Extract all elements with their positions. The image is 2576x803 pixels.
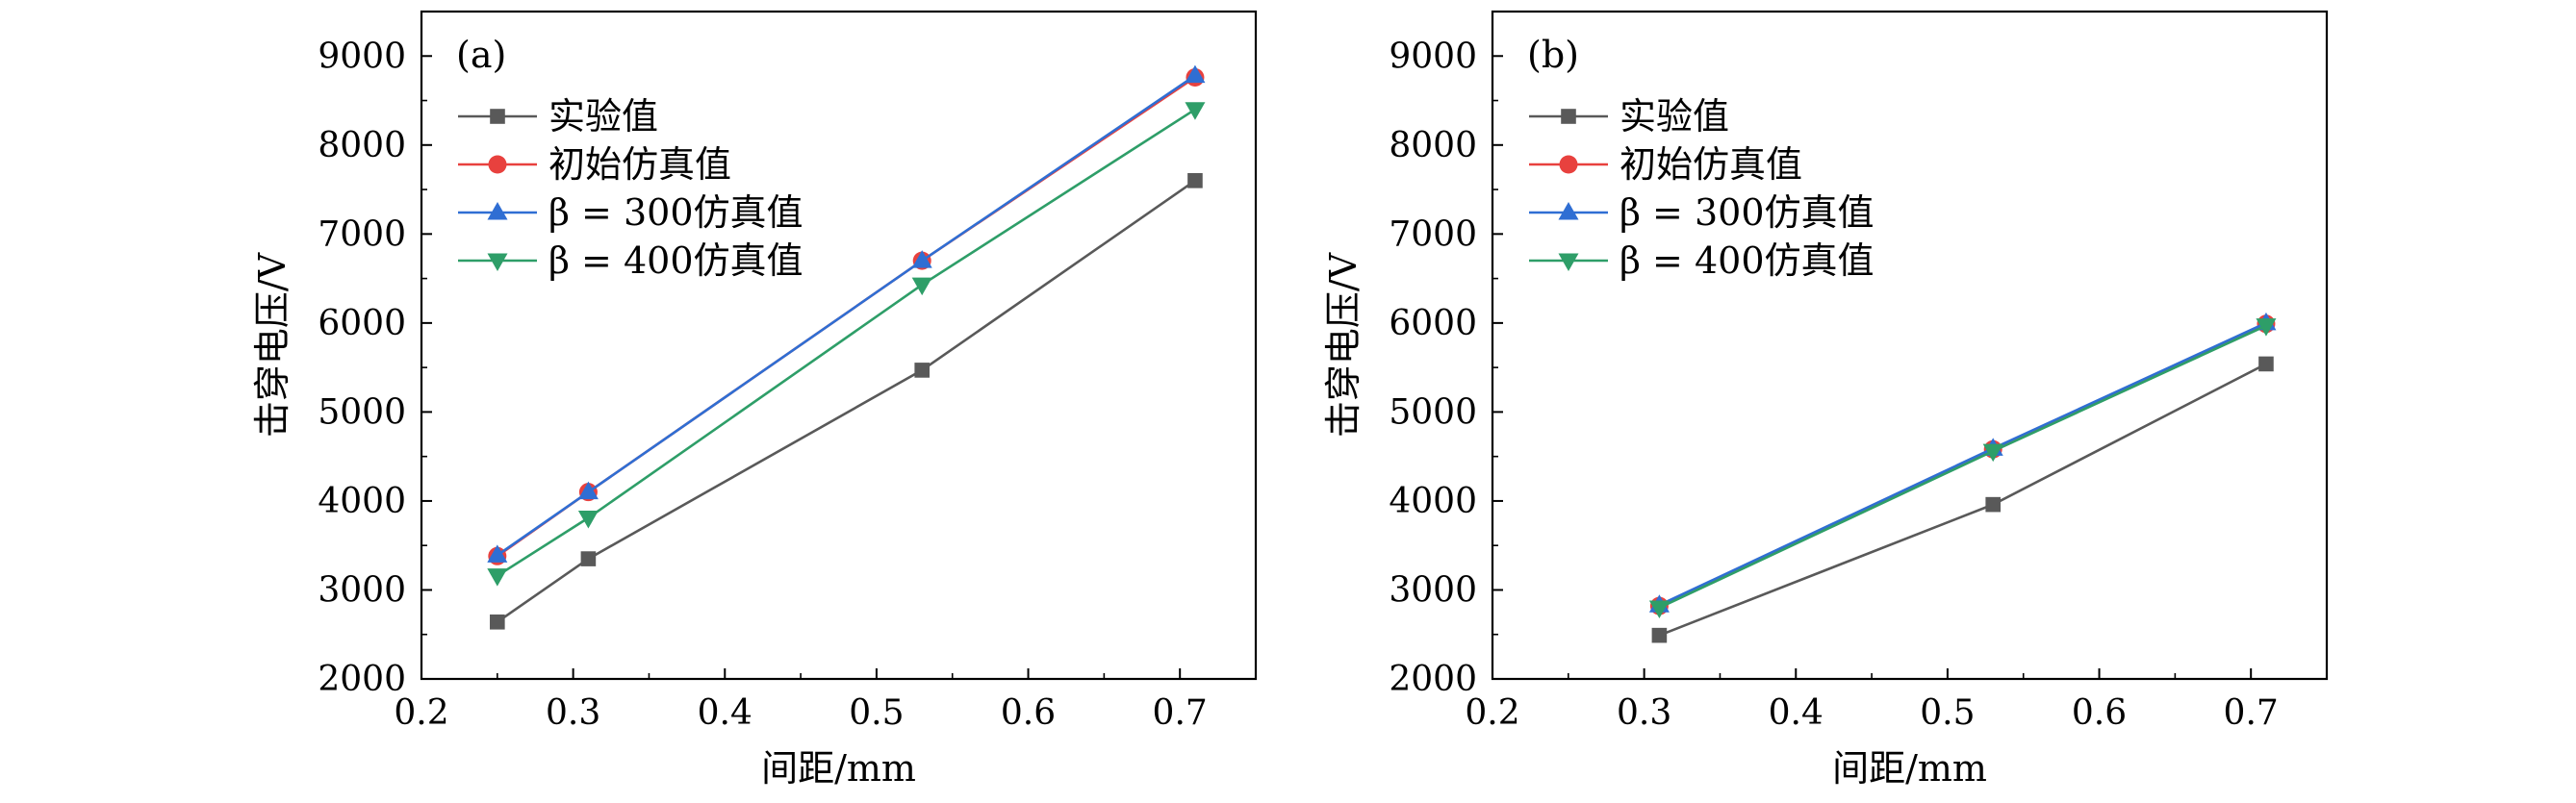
x-tick-label: 0.4 — [1769, 693, 1824, 733]
x-axis-label: 间距/mm — [761, 747, 916, 790]
data-point — [580, 551, 597, 566]
series-0 — [490, 173, 1203, 630]
legend-marker — [488, 155, 507, 174]
legend-marker — [1561, 109, 1576, 124]
series-line — [1658, 324, 2267, 610]
y-tick-label: 8000 — [1389, 126, 1477, 165]
y-tick-label: 6000 — [318, 304, 406, 343]
data-point — [1185, 64, 1206, 84]
data-point — [1185, 102, 1206, 120]
x-axis-label: 间距/mm — [1832, 747, 1987, 790]
series-3 — [1648, 318, 2277, 618]
legend-marker — [1559, 155, 1578, 174]
y-tick-label: 7000 — [1389, 214, 1477, 254]
y-tick-label: 4000 — [1389, 482, 1477, 521]
data-point — [911, 277, 932, 296]
y-tick-label: 3000 — [318, 570, 406, 610]
x-tick-label: 0.4 — [698, 693, 752, 733]
data-point — [487, 568, 508, 587]
x-tick-label: 0.2 — [394, 693, 448, 733]
legend-marker — [1558, 202, 1579, 220]
x-tick-label: 0.6 — [2072, 693, 2127, 733]
legend-label: β = 300仿真值 — [548, 191, 803, 234]
y-axis-label: 击穿电压/V — [1322, 252, 1365, 438]
y-tick-label: 8000 — [318, 126, 406, 165]
series-line — [497, 179, 1196, 623]
series-line — [1658, 363, 2267, 637]
y-tick-label: 3000 — [1389, 570, 1477, 610]
chart-panel-b: 0.2 0.3 0.4 0.5 0.6 0.7 2000 3000 4000 5000 6000 70… — [1322, 10, 2329, 790]
data-point — [1648, 600, 1670, 618]
x-tick-label: 0.7 — [1153, 693, 1208, 733]
y-tick-label: 5000 — [318, 392, 406, 432]
legend-marker — [1558, 253, 1579, 271]
legend-label: β = 300仿真值 — [1620, 191, 1875, 234]
plot-frame — [420, 10, 1258, 681]
y-tick-label: 2000 — [318, 660, 406, 699]
legend-label: 实验值 — [548, 95, 658, 138]
x-tick-label: 0.5 — [1920, 693, 1975, 733]
x-tick-label: 0.3 — [546, 693, 600, 733]
data-point — [577, 511, 599, 529]
panel-label: (b) — [1527, 34, 1579, 76]
legend-label: 实验值 — [1620, 95, 1729, 138]
y-tick-label: 4000 — [318, 482, 406, 521]
plot-frame — [1491, 10, 2329, 681]
y-tick-label: 9000 — [318, 37, 406, 76]
data-point — [914, 363, 930, 378]
data-point — [1651, 627, 1668, 643]
data-point — [911, 250, 932, 268]
data-point — [1982, 443, 2003, 463]
series-0 — [1651, 356, 2274, 643]
y-axis-label: 击穿电压/V — [251, 252, 293, 438]
x-tick-label: 0.5 — [849, 693, 904, 733]
data-point — [2258, 356, 2274, 372]
y-tick-label: 5000 — [1389, 392, 1477, 432]
y-tick-label: 7000 — [318, 214, 406, 254]
x-tick-label: 0.7 — [2224, 693, 2279, 733]
legend-label: β = 400仿真值 — [1620, 239, 1875, 282]
x-tick-label: 0.6 — [1001, 693, 1056, 733]
data-point — [490, 614, 505, 630]
legend-label: β = 400仿真值 — [548, 239, 803, 282]
legend-label: 初始仿真值 — [548, 143, 731, 186]
series-line — [497, 74, 1196, 557]
panel-label: (a) — [456, 34, 506, 76]
data-point — [2256, 318, 2277, 337]
series-2 — [487, 64, 1206, 563]
data-point — [1985, 496, 2001, 513]
legend-marker — [487, 253, 508, 271]
x-tick-label: 0.3 — [1617, 693, 1671, 733]
y-tick-label: 9000 — [1389, 37, 1477, 76]
data-point — [577, 481, 599, 500]
chart-panel-a: 0.2 0.3 0.4 0.5 0.6 0.7 2000 3000 4000 5000 6000 70… — [251, 10, 1258, 790]
series-line — [497, 108, 1196, 577]
legend-marker — [487, 202, 508, 220]
data-point — [487, 544, 508, 563]
legend-label: 初始仿真值 — [1620, 143, 1802, 186]
y-tick-label: 6000 — [1389, 304, 1477, 343]
x-tick-label: 0.2 — [1465, 693, 1519, 733]
data-point — [1187, 173, 1203, 188]
series-3 — [487, 102, 1206, 587]
y-tick-label: 2000 — [1389, 660, 1477, 699]
legend-marker — [490, 109, 505, 124]
